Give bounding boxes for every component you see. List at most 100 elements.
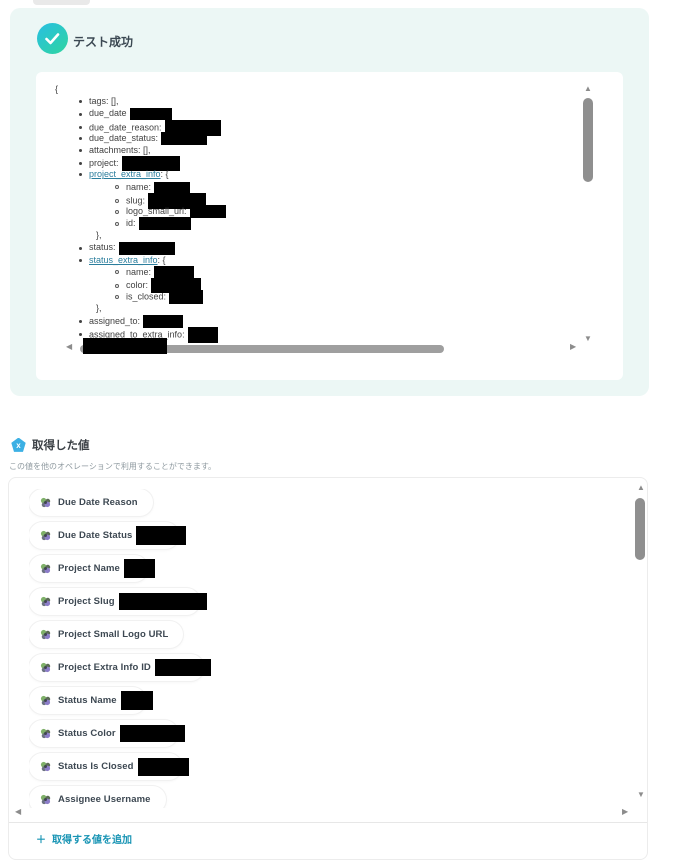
value-pill[interactable]: Project Name <box>29 555 155 582</box>
json-line: due_date <box>55 107 577 120</box>
json-tree: { tags: [], due_date due_date_reason: due_d… <box>55 83 577 343</box>
value-pill-label: Due Date Reason <box>58 497 138 508</box>
variable-pill-icon <box>40 596 51 607</box>
json-key: attachments: [], <box>89 144 151 155</box>
test-result-card: テスト成功 { tags: [], due_date due_date_reason… <box>10 8 649 396</box>
json-line: project_extra_info: { <box>55 168 577 180</box>
json-key: status: <box>89 242 116 253</box>
variable-pill-icon <box>40 629 51 640</box>
value-pill[interactable]: Due Date Status <box>29 522 187 549</box>
values-scroll-left-icon[interactable]: ◀ <box>15 807 22 816</box>
bullet-icon <box>115 295 119 300</box>
json-expandable-key[interactable]: project_extra_info <box>89 169 161 180</box>
json-line: logo_small_url: <box>55 205 577 218</box>
bullet-icon <box>79 258 82 262</box>
json-line: assigned_to_extra_info: <box>55 326 577 343</box>
value-pill-row: Due Date Status <box>29 522 629 555</box>
value-pill-label: Project Small Logo URL <box>58 629 169 640</box>
variable-pill-icon <box>40 695 51 706</box>
redacted-value <box>123 559 155 578</box>
json-key: color: <box>126 279 149 290</box>
value-pill[interactable]: Assignee Username <box>29 786 166 808</box>
value-pill[interactable]: Project Small Logo URL <box>29 621 184 648</box>
values-scroll-up-icon[interactable]: ▲ <box>637 483 645 492</box>
value-pill-row: Project Slug <box>29 588 629 621</box>
value-pill[interactable]: Status Is Closed <box>29 753 189 780</box>
json-line: }, <box>55 302 577 314</box>
json-scroll-right-icon[interactable]: ▶ <box>570 342 577 351</box>
bullet-icon <box>79 173 82 177</box>
json-scroll-left-icon[interactable]: ◀ <box>66 342 73 351</box>
value-pill-row: Project Small Logo URL <box>29 621 629 654</box>
bullet-icon <box>115 221 119 226</box>
bullet-icon <box>115 185 119 190</box>
json-open-brace: { <box>55 84 59 94</box>
json-line: is_closed: <box>55 290 577 305</box>
redacted-value <box>161 131 208 145</box>
value-pill[interactable]: Status Color <box>29 720 185 747</box>
bullet-icon <box>79 136 82 140</box>
redacted-value <box>151 278 202 293</box>
bullet-icon <box>79 333 82 337</box>
json-key: }, <box>96 230 102 241</box>
json-line: project: <box>55 156 577 172</box>
redacted-value <box>121 156 180 172</box>
values-scroll-down-icon[interactable]: ▼ <box>637 790 645 799</box>
value-pill-row: Project Name <box>29 555 629 588</box>
redacted-value <box>187 326 218 343</box>
value-pill-label: Status Color <box>58 728 116 739</box>
json-expandable-key[interactable]: status_extra_info <box>89 254 158 265</box>
json-key: id: <box>126 218 136 229</box>
value-pill-label: Project Slug <box>58 596 115 607</box>
value-pill-label: Assignee Username <box>58 794 151 805</box>
value-pill[interactable]: Project Slug <box>29 588 207 615</box>
value-pill-row: Status Color <box>29 720 629 753</box>
redacted-value <box>136 526 187 545</box>
json-line: status: <box>55 241 577 255</box>
redacted-value <box>154 659 211 676</box>
json-brace: : { <box>157 254 166 265</box>
value-pill-row: Assignee Username <box>29 786 629 808</box>
json-key: name: <box>126 181 152 192</box>
json-line: due_date_status: <box>55 131 577 145</box>
values-vscrollbar-thumb[interactable] <box>635 498 645 560</box>
json-line: tags: [], <box>55 95 577 107</box>
json-line: id: <box>55 217 577 231</box>
json-hscrollbar-thumb[interactable] <box>80 345 444 353</box>
values-scroll-right-icon[interactable]: ▶ <box>622 807 629 816</box>
value-pill[interactable]: Project Extra Info ID <box>29 654 211 681</box>
value-pill-row: Project Extra Info ID <box>29 654 629 687</box>
json-scroll-down-icon[interactable]: ▼ <box>584 334 592 343</box>
json-line: slug: <box>55 192 577 209</box>
redacted-value <box>138 217 191 231</box>
plus-icon: ＋ <box>36 835 46 846</box>
bullet-icon <box>79 149 82 153</box>
value-pill[interactable]: Status Name <box>29 687 153 714</box>
redacted-value <box>119 725 185 742</box>
success-check-icon <box>37 23 68 54</box>
redacted-value <box>189 205 226 218</box>
json-line: status_extra_info: { <box>55 254 577 266</box>
json-scroll-up-icon[interactable]: ▲ <box>584 84 592 93</box>
bullet-icon <box>79 162 82 166</box>
json-line: due_date_reason: <box>55 119 577 136</box>
bullet-icon <box>79 100 82 104</box>
variable-pill-icon <box>40 761 51 772</box>
variable-badge-icon: x <box>11 437 26 452</box>
json-output-box: { tags: [], due_date due_date_reason: due_d… <box>36 72 623 380</box>
redacted-value <box>129 108 172 120</box>
add-value-button[interactable]: ＋ 取得する値を追加 <box>36 831 132 846</box>
json-key: name: <box>126 266 152 277</box>
checkmark-icon <box>45 32 60 44</box>
value-pill[interactable]: Due Date Reason <box>29 489 153 516</box>
json-key: }, <box>96 303 102 314</box>
test-result-title: テスト成功 <box>73 35 134 49</box>
variable-pill-icon <box>40 530 51 541</box>
json-vscrollbar-thumb[interactable] <box>583 98 593 182</box>
redacted-value <box>118 241 175 255</box>
bullet-icon <box>115 283 119 288</box>
redacted-value <box>118 593 207 610</box>
json-line: assigned_to: <box>55 314 577 328</box>
value-pill-row: Due Date Reason <box>29 489 629 522</box>
json-key: slug: <box>126 195 146 206</box>
